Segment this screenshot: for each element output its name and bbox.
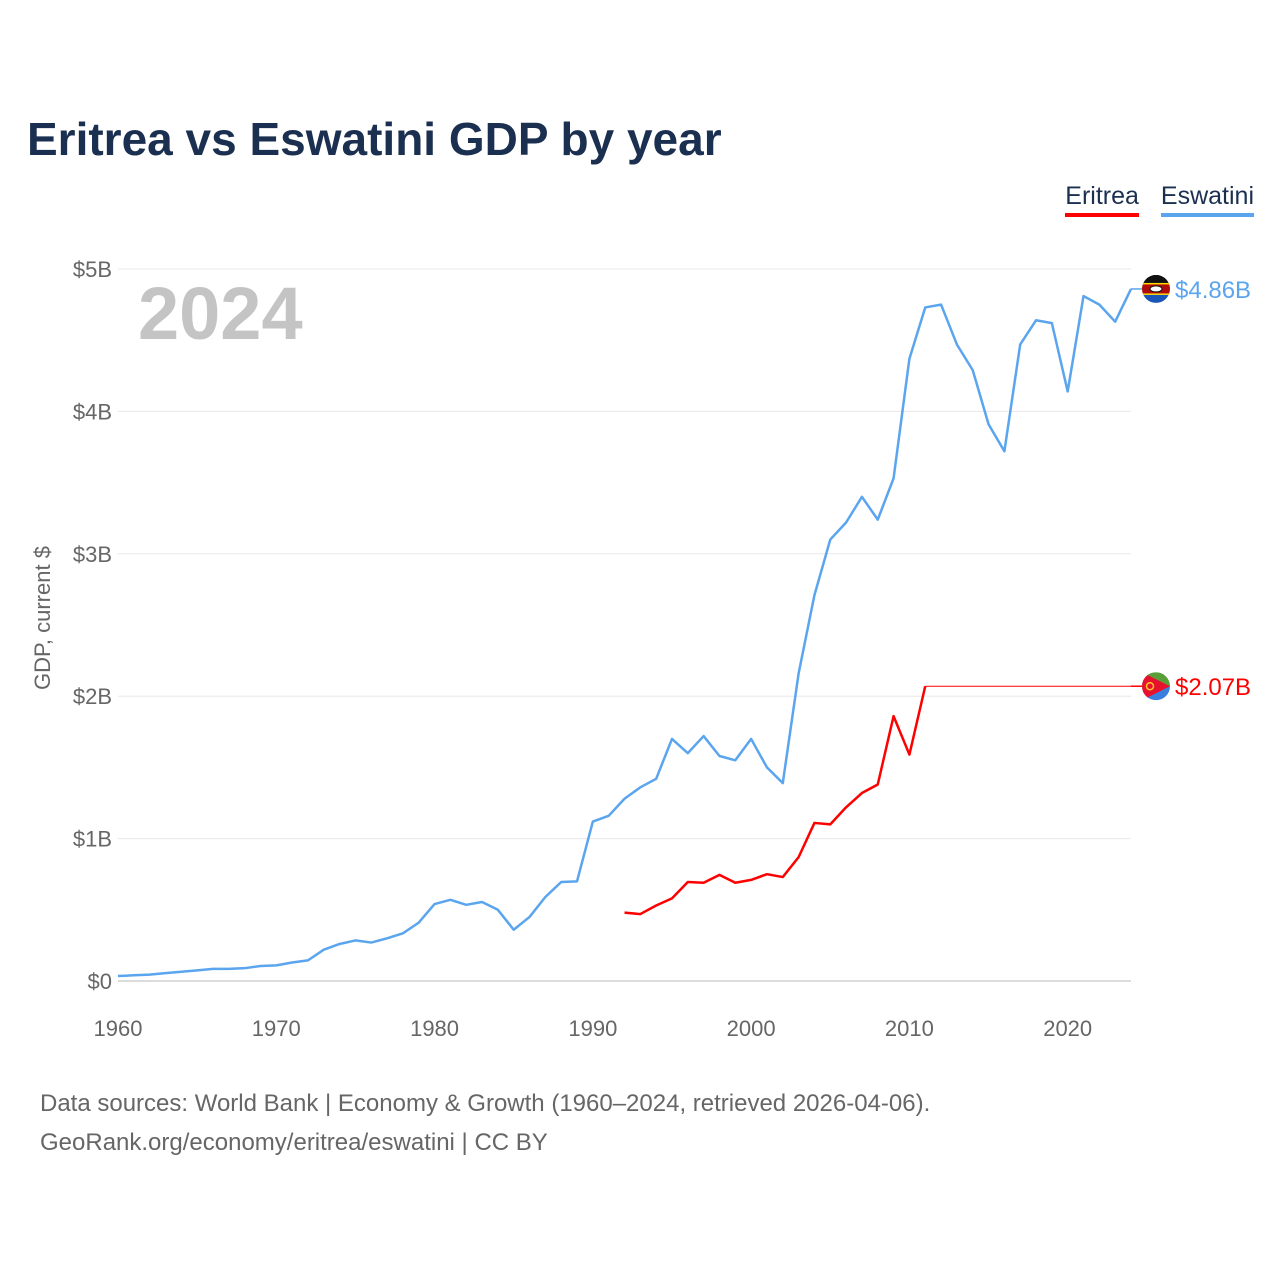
flag-shield — [1149, 285, 1163, 293]
y-tick-label: $1B — [73, 827, 112, 852]
end-value-label: $4.86B — [1175, 277, 1251, 304]
y-tick-label: $5B — [73, 257, 112, 282]
flag-stripe — [1142, 294, 1170, 303]
legend-item-eritrea[interactable]: Eritrea — [1065, 182, 1139, 217]
flag-body — [1142, 672, 1170, 701]
x-tick-label: 1970 — [252, 1016, 301, 1041]
flag-body — [1142, 274, 1170, 303]
x-tick-label: 1980 — [410, 1016, 459, 1041]
series-line-eswatini — [117, 288, 1133, 978]
year-watermark: 2024 — [138, 272, 303, 355]
x-tick-label: 2010 — [885, 1016, 934, 1041]
chart-title: Eritrea vs Eswatini GDP by year — [27, 113, 722, 165]
y-tick-label: $4B — [73, 399, 112, 424]
x-tick-label: 1990 — [568, 1016, 617, 1041]
flag-emblem — [1145, 681, 1155, 691]
y-axis-label: GDP, current $ — [30, 546, 55, 690]
flag-stripe — [1142, 274, 1170, 284]
x-tick-label: 2020 — [1043, 1016, 1092, 1041]
end-value-label: $2.07B — [1175, 674, 1251, 701]
y-tick-label: $2B — [73, 684, 112, 709]
eritrea-flag-icon — [1142, 672, 1170, 701]
flag-triangle — [1142, 672, 1170, 701]
data-source: Data sources: World Bank | Economy & Gro… — [40, 1090, 931, 1117]
legend-item-eswatini[interactable]: Eswatini — [1160, 182, 1254, 217]
series-line-eritrea — [624, 685, 927, 916]
eswatini-flag-icon — [1142, 274, 1170, 303]
y-tick-label: $3B — [73, 542, 112, 567]
flag-stripe — [1142, 282, 1170, 285]
footer: Data sources: World Bank | Economy & Gro… — [40, 1084, 930, 1162]
x-tick-label: 2000 — [727, 1016, 776, 1041]
legend: Eritrea Eswatini — [1065, 182, 1254, 217]
y-tick-label: $0 — [88, 969, 112, 994]
x-tick-label: 1960 — [94, 1016, 143, 1041]
source-link[interactable]: GeoRank.org/economy/eritrea/eswatini | C… — [40, 1129, 548, 1156]
flag-stripe — [1142, 293, 1170, 295]
